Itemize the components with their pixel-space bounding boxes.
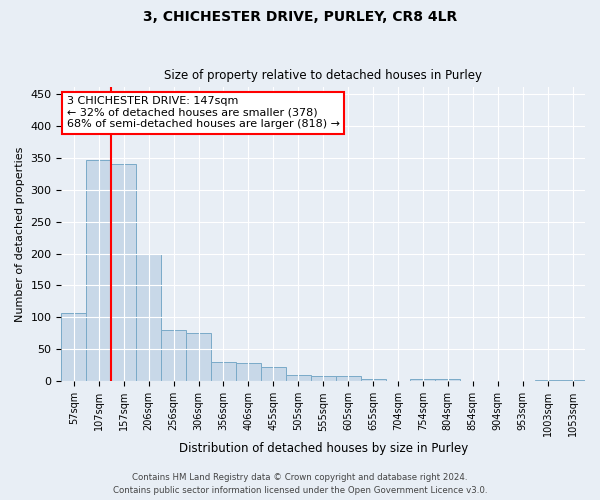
Bar: [311, 376, 335, 382]
Bar: [535, 380, 560, 382]
Bar: [186, 334, 211, 382]
Bar: [361, 380, 386, 382]
Bar: [111, 164, 136, 382]
Bar: [161, 330, 186, 382]
Bar: [86, 160, 111, 382]
Bar: [261, 368, 286, 382]
Bar: [236, 364, 261, 382]
Bar: [560, 380, 585, 382]
Y-axis label: Number of detached properties: Number of detached properties: [15, 146, 25, 322]
Bar: [136, 254, 161, 382]
Bar: [335, 376, 361, 382]
Bar: [211, 362, 236, 382]
Title: Size of property relative to detached houses in Purley: Size of property relative to detached ho…: [164, 69, 482, 82]
Bar: [286, 375, 311, 382]
Bar: [410, 380, 436, 382]
Text: Contains HM Land Registry data © Crown copyright and database right 2024.
Contai: Contains HM Land Registry data © Crown c…: [113, 474, 487, 495]
Bar: [61, 313, 86, 382]
X-axis label: Distribution of detached houses by size in Purley: Distribution of detached houses by size …: [179, 442, 468, 455]
Bar: [436, 380, 460, 382]
Text: 3 CHICHESTER DRIVE: 147sqm
← 32% of detached houses are smaller (378)
68% of sem: 3 CHICHESTER DRIVE: 147sqm ← 32% of deta…: [67, 96, 340, 130]
Text: 3, CHICHESTER DRIVE, PURLEY, CR8 4LR: 3, CHICHESTER DRIVE, PURLEY, CR8 4LR: [143, 10, 457, 24]
